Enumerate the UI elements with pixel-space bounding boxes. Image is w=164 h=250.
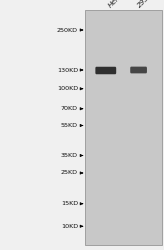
Text: Hela: Hela bbox=[107, 0, 123, 9]
FancyBboxPatch shape bbox=[95, 67, 116, 74]
FancyBboxPatch shape bbox=[130, 66, 147, 73]
Bar bbox=[85, 10, 162, 245]
Text: 25KD: 25KD bbox=[61, 170, 78, 175]
Text: 15KD: 15KD bbox=[61, 201, 78, 206]
Text: 100KD: 100KD bbox=[57, 86, 78, 91]
Text: 130KD: 130KD bbox=[57, 68, 78, 72]
Text: 10KD: 10KD bbox=[61, 224, 78, 229]
Text: 35KD: 35KD bbox=[61, 153, 78, 158]
Text: 293T: 293T bbox=[136, 0, 153, 9]
Text: 55KD: 55KD bbox=[61, 123, 78, 128]
Text: 70KD: 70KD bbox=[61, 106, 78, 111]
Text: 250KD: 250KD bbox=[57, 28, 78, 32]
